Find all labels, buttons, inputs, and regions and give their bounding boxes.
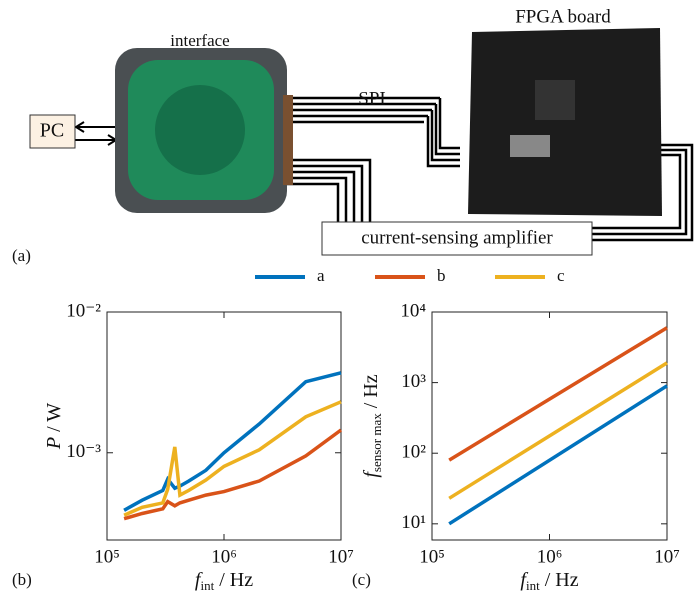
interface-logo bbox=[155, 85, 245, 175]
axis-unit: / W bbox=[43, 403, 65, 437]
axis-unit: / Hz bbox=[540, 569, 579, 591]
y-axis-label: P / W bbox=[43, 403, 65, 450]
legend-label: a bbox=[317, 266, 325, 285]
series-line bbox=[449, 386, 667, 524]
plot-frame bbox=[432, 312, 667, 540]
label: PC bbox=[40, 120, 64, 142]
fpga-label bbox=[510, 135, 550, 157]
label: SPI bbox=[358, 88, 385, 109]
interface-connector bbox=[283, 95, 293, 185]
x-tick-label: 10⁵ bbox=[94, 546, 120, 567]
legend-label: b bbox=[437, 266, 446, 285]
figure: interface FPGA board SPI PC current-sens… bbox=[0, 0, 699, 599]
x-tick-label: 10⁷ bbox=[654, 546, 680, 567]
x-tick-label: 10⁷ bbox=[328, 546, 354, 567]
axis-subscript: int bbox=[526, 578, 540, 593]
fpga-chip bbox=[535, 80, 575, 120]
y-tick-label: 10⁻² bbox=[66, 300, 101, 321]
y-tick-label: 10⁴ bbox=[400, 300, 426, 321]
axis-unit: / Hz bbox=[360, 374, 382, 413]
legend-label: c bbox=[557, 266, 565, 285]
axis-symbol: P bbox=[43, 437, 65, 450]
series-line bbox=[449, 363, 667, 498]
y-tick-label: 10⁻³ bbox=[66, 441, 101, 462]
panel-label: (b) bbox=[12, 570, 32, 589]
axis-subscript: sensor max bbox=[369, 413, 384, 472]
label: FPGA board bbox=[515, 6, 611, 27]
label: interface bbox=[170, 31, 229, 50]
y-axis-label: fsensor max / Hz bbox=[360, 374, 384, 477]
fpga-board bbox=[468, 28, 662, 216]
x-tick-label: 10⁵ bbox=[419, 546, 445, 567]
panel-label: (c) bbox=[352, 570, 371, 589]
y-tick-label: 10¹ bbox=[401, 512, 426, 533]
label: current-sensing amplifier bbox=[361, 227, 553, 248]
x-axis-label: fint / Hz bbox=[520, 569, 578, 593]
series-line bbox=[449, 328, 667, 460]
arrowheads bbox=[76, 122, 116, 145]
x-tick-label: 10⁶ bbox=[537, 546, 563, 567]
panel-label: (a) bbox=[12, 246, 31, 265]
y-tick-label: 10² bbox=[401, 442, 426, 463]
y-tick-label: 10³ bbox=[401, 371, 426, 392]
axis-unit: / Hz bbox=[214, 569, 253, 591]
axis-subscript: int bbox=[200, 578, 214, 593]
setup-illustration bbox=[30, 28, 692, 255]
series-line bbox=[124, 402, 341, 515]
x-tick-label: 10⁶ bbox=[211, 546, 237, 567]
x-axis-label: fint / Hz bbox=[195, 569, 253, 593]
